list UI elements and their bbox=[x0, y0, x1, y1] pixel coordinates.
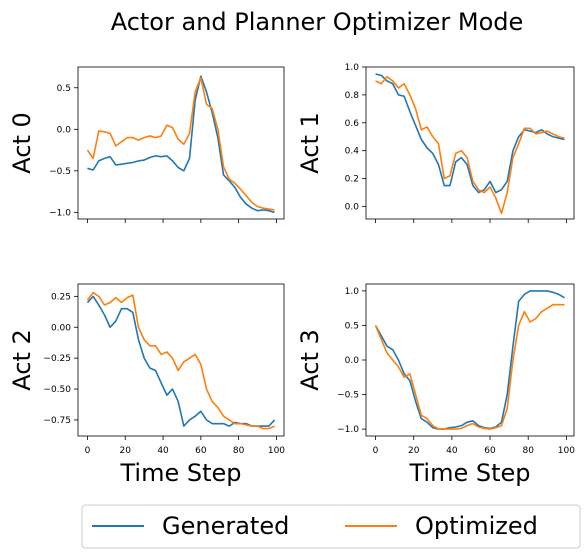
ytick-label: −0.5 bbox=[337, 391, 359, 401]
legend-label-optimized: Optimized bbox=[415, 512, 538, 540]
xtick-label: 80 bbox=[233, 446, 245, 456]
series-line-optimized bbox=[86, 291, 275, 430]
xtick-label: 60 bbox=[195, 446, 207, 456]
ytick-label: −1.0 bbox=[49, 208, 71, 218]
xtick-label: 20 bbox=[408, 446, 420, 456]
chart-title: Actor and Planner Optimizer Mode bbox=[111, 8, 524, 36]
series-line-optimized bbox=[374, 303, 565, 430]
ytick-label: −0.50 bbox=[43, 385, 71, 395]
xtick-label: 0 bbox=[85, 446, 91, 456]
x-axis-label: Time Step bbox=[408, 459, 530, 487]
ytick-label: −0.25 bbox=[43, 354, 71, 364]
subplot-0: 0.5 0.0 −0.5 −1.0 Act 0 bbox=[8, 66, 285, 223]
legend-label-generated: Generated bbox=[162, 512, 289, 540]
y-axis-label: Act 2 bbox=[8, 329, 36, 391]
axes-frame bbox=[365, 283, 575, 437]
ytick-label: 0.0 bbox=[345, 356, 360, 366]
xtick-label: 40 bbox=[446, 446, 458, 456]
xtick-label: 80 bbox=[522, 446, 534, 456]
series-line-generated bbox=[87, 75, 275, 214]
y-axis-label: Act 0 bbox=[8, 112, 36, 174]
ytick-label: 0.0 bbox=[57, 125, 72, 135]
legend-frame bbox=[81, 504, 581, 549]
axes-frame bbox=[77, 283, 285, 437]
xtick-label: 60 bbox=[484, 446, 496, 456]
ytick-label: 0.8 bbox=[345, 91, 360, 101]
ytick-label: 0.4 bbox=[345, 147, 360, 157]
legend: Generated Optimized bbox=[81, 504, 581, 549]
xtick-label: 20 bbox=[120, 446, 132, 456]
xtick-label: 100 bbox=[558, 446, 575, 456]
ytick-label: −1.0 bbox=[337, 425, 359, 435]
x-axis-label: Time Step bbox=[119, 459, 241, 487]
y-axis-label: Act 1 bbox=[296, 112, 324, 174]
ytick-label: −0.5 bbox=[49, 167, 71, 177]
xtick-label: 100 bbox=[268, 446, 285, 456]
subplot-grid: 0.5 0.0 −0.5 −1.0 Act 0 1.0 0.8 0.6 0.4 0.2 0.0 Act… bbox=[8, 63, 575, 487]
ytick-label: 0.5 bbox=[57, 84, 71, 94]
xtick-label: 40 bbox=[157, 446, 169, 456]
ytick-label: −0.75 bbox=[43, 416, 71, 426]
ytick-label: 0.00 bbox=[51, 323, 71, 333]
xtick-label: 0 bbox=[373, 446, 379, 456]
series-line-optimized bbox=[375, 75, 565, 215]
ytick-label: 0.6 bbox=[345, 119, 360, 129]
ytick-label: 0.25 bbox=[51, 292, 71, 302]
axes-frame bbox=[77, 66, 285, 220]
ytick-label: 1.0 bbox=[345, 287, 360, 297]
axes-frame bbox=[365, 66, 575, 220]
y-axis-label: Act 3 bbox=[296, 329, 324, 391]
series-line-optimized bbox=[86, 77, 275, 211]
series-line-generated bbox=[374, 290, 565, 430]
series-line-generated bbox=[86, 295, 276, 427]
ytick-label: 1.0 bbox=[345, 63, 360, 73]
subplot-2: 0.25 0.00 −0.25 −0.50 −0.75 0 20 40 60 80 100 Act 2… bbox=[8, 283, 285, 487]
ytick-label: 0.5 bbox=[345, 321, 359, 331]
ytick-label: 0.0 bbox=[345, 202, 360, 212]
subplot-3: 1.0 0.5 0.0 −0.5 −1.0 0 20 40 60 80 100 Act 3 Time S… bbox=[296, 283, 575, 487]
subplot-1: 1.0 0.8 0.6 0.4 0.2 0.0 Act 1 bbox=[296, 63, 575, 223]
ytick-label: 0.2 bbox=[345, 175, 359, 185]
